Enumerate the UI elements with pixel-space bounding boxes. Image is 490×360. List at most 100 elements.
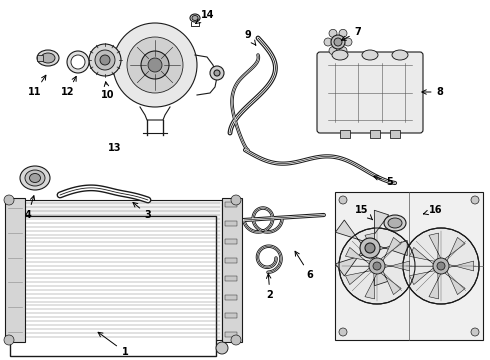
- Text: 6: 6: [295, 251, 314, 280]
- Ellipse shape: [192, 15, 198, 21]
- Circle shape: [71, 55, 85, 69]
- Polygon shape: [379, 237, 401, 263]
- Circle shape: [127, 37, 183, 93]
- Ellipse shape: [362, 50, 378, 60]
- Circle shape: [95, 50, 115, 70]
- Circle shape: [339, 196, 347, 204]
- Text: 14: 14: [196, 10, 215, 23]
- Circle shape: [437, 262, 445, 270]
- Polygon shape: [336, 220, 365, 246]
- Ellipse shape: [392, 50, 408, 60]
- Ellipse shape: [41, 53, 55, 63]
- Bar: [10, 216, 216, 356]
- Bar: [225, 202, 237, 207]
- Circle shape: [403, 228, 479, 304]
- Bar: [225, 295, 237, 300]
- Bar: [390, 130, 400, 138]
- Text: 4: 4: [24, 196, 35, 220]
- Polygon shape: [345, 247, 373, 265]
- Polygon shape: [443, 237, 465, 263]
- Bar: [225, 314, 237, 319]
- Text: 13: 13: [108, 143, 122, 153]
- Ellipse shape: [25, 170, 45, 186]
- Circle shape: [360, 238, 380, 258]
- Circle shape: [369, 258, 385, 274]
- Text: 9: 9: [245, 30, 256, 45]
- Bar: [222, 198, 242, 342]
- Circle shape: [329, 47, 337, 55]
- Text: 8: 8: [422, 87, 443, 97]
- Bar: [225, 332, 237, 337]
- Polygon shape: [345, 267, 373, 285]
- Circle shape: [210, 66, 224, 80]
- Circle shape: [329, 29, 337, 37]
- Bar: [5, 198, 25, 342]
- Text: 3: 3: [133, 202, 151, 220]
- Polygon shape: [370, 210, 389, 242]
- Text: 1: 1: [98, 332, 128, 357]
- Circle shape: [324, 38, 332, 46]
- Circle shape: [214, 70, 220, 76]
- Bar: [370, 130, 380, 138]
- Circle shape: [89, 44, 121, 76]
- Circle shape: [339, 29, 347, 37]
- Circle shape: [471, 196, 479, 204]
- Circle shape: [433, 258, 449, 274]
- Text: 16: 16: [423, 205, 443, 215]
- Circle shape: [141, 51, 169, 79]
- Polygon shape: [365, 233, 378, 261]
- Bar: [225, 258, 237, 263]
- Circle shape: [148, 58, 162, 72]
- Text: 5: 5: [374, 176, 393, 187]
- Polygon shape: [410, 247, 437, 265]
- Text: 15: 15: [355, 205, 372, 220]
- Polygon shape: [383, 261, 410, 271]
- Circle shape: [331, 35, 345, 49]
- Circle shape: [339, 328, 347, 336]
- Polygon shape: [379, 269, 401, 294]
- Polygon shape: [443, 269, 465, 294]
- Text: 11: 11: [28, 75, 46, 97]
- Polygon shape: [410, 267, 437, 285]
- Circle shape: [67, 51, 89, 73]
- Circle shape: [373, 262, 381, 270]
- Bar: [225, 239, 237, 244]
- Circle shape: [339, 228, 415, 304]
- Circle shape: [113, 23, 197, 107]
- Circle shape: [344, 38, 352, 46]
- Ellipse shape: [384, 215, 406, 231]
- Polygon shape: [378, 240, 407, 256]
- Polygon shape: [365, 271, 378, 299]
- Ellipse shape: [29, 174, 41, 183]
- Polygon shape: [429, 233, 442, 261]
- Polygon shape: [429, 271, 442, 299]
- Ellipse shape: [20, 166, 50, 190]
- FancyBboxPatch shape: [317, 52, 423, 133]
- Ellipse shape: [190, 14, 200, 22]
- Bar: [37, 55, 43, 61]
- Bar: [335, 192, 483, 340]
- Circle shape: [216, 342, 228, 354]
- Polygon shape: [336, 251, 365, 276]
- Bar: [225, 276, 237, 281]
- Bar: [225, 221, 237, 226]
- Circle shape: [4, 335, 14, 345]
- Circle shape: [365, 243, 375, 253]
- Ellipse shape: [37, 50, 59, 66]
- Ellipse shape: [388, 218, 402, 228]
- Circle shape: [339, 47, 347, 55]
- Text: 12: 12: [61, 76, 76, 97]
- Bar: [23, 200, 222, 340]
- Text: 7: 7: [342, 27, 362, 40]
- Bar: [340, 130, 350, 138]
- Circle shape: [231, 335, 241, 345]
- Text: 2: 2: [267, 274, 273, 300]
- Circle shape: [4, 195, 14, 205]
- Circle shape: [100, 55, 110, 65]
- Circle shape: [471, 328, 479, 336]
- Circle shape: [231, 195, 241, 205]
- Ellipse shape: [332, 50, 348, 60]
- Text: 10: 10: [101, 82, 115, 100]
- Polygon shape: [370, 255, 389, 286]
- Circle shape: [334, 38, 342, 46]
